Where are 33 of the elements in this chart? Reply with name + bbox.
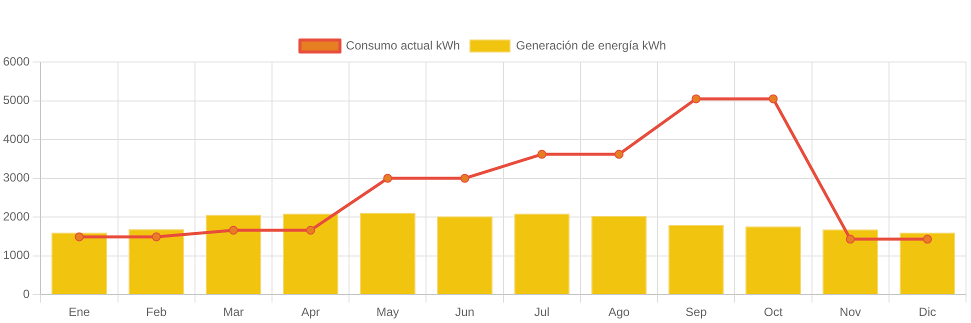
point: [228, 226, 238, 235]
x-tick-label: Feb: [146, 305, 168, 320]
y-tick-label: 2000: [2, 209, 30, 224]
point: [74, 232, 84, 242]
point: [922, 234, 932, 244]
point: [152, 232, 161, 242]
point: [383, 174, 392, 183]
y-tick-label: 1000: [2, 248, 30, 262]
x-tick-label: Ene: [68, 305, 90, 320]
point: [460, 174, 470, 183]
x-tick-label: Sep: [685, 305, 708, 320]
legend-label: Consumo actual kWh: [346, 38, 460, 52]
x-tick-label: Apr: [301, 305, 320, 320]
legend-label: Generación de energía kWh: [516, 38, 666, 52]
x-tick-label: Ago: [608, 305, 630, 320]
y-tick-label: 5000: [2, 93, 30, 108]
y-tick-label: 0: [23, 286, 30, 301]
y-tick-label: 6000: [2, 54, 30, 68]
x-tick-label: May: [376, 305, 400, 320]
point: [768, 94, 778, 104]
x-tick-label: Dic: [918, 305, 936, 320]
point: [846, 234, 855, 244]
point: [537, 150, 546, 159]
point: [692, 94, 701, 104]
y-tick-label: 3000: [2, 170, 30, 185]
point: [614, 150, 624, 159]
point: [306, 226, 316, 235]
x-tick-label: Oct: [764, 305, 784, 320]
x-tick-label: Mar: [223, 305, 244, 320]
x-tick-label: Nov: [840, 305, 862, 320]
y-tick-label: 4000: [2, 132, 30, 146]
x-tick-label: Jul: [534, 305, 550, 320]
x-tick-label: Jun: [455, 305, 474, 320]
